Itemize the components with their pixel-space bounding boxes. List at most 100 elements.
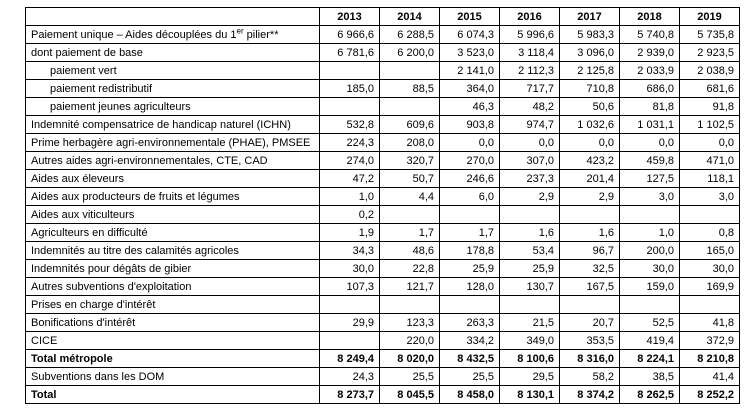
row-label: Autres aides agri-environnementales, CTE…: [25, 151, 320, 170]
table-row: Aides aux producteurs de fruits et légum…: [25, 187, 740, 206]
table-row: paiement redistributif 185,0 88,5 364,0 717,…: [25, 79, 740, 98]
value-cell: 270,0: [439, 151, 500, 170]
value-cell: 710,8: [559, 79, 620, 98]
value-cell: 609,6: [379, 115, 440, 134]
row-label: Indemnité compensatrice de handicap natu…: [25, 115, 320, 134]
value-cell: 237,3: [499, 169, 560, 188]
value-cell: 8 316,0: [559, 349, 620, 368]
value-cell: 118,1: [679, 169, 740, 188]
value-cell: 20,7: [559, 313, 620, 332]
value-cell: 130,7: [499, 277, 560, 296]
value-cell: 246,6: [439, 169, 500, 188]
value-cell: 686,0: [619, 79, 680, 98]
table-body: Paiement unique – Aides découplées du 1e…: [25, 25, 740, 404]
value-cell: [679, 295, 740, 314]
value-cell: 4,4: [379, 187, 440, 206]
value-cell: [379, 205, 440, 224]
value-cell: 48,2: [499, 97, 560, 116]
value-cell: 1,6: [559, 223, 620, 242]
subsidies-table: 2013 2014 2015 2016 2017 2018 2019 Paiement un…: [25, 7, 740, 404]
value-cell: 47,2: [319, 169, 380, 188]
value-cell: 50,6: [559, 97, 620, 116]
value-cell: 2 141,0: [439, 61, 500, 80]
value-cell: 5 996,6: [499, 25, 560, 44]
value-cell: 200,0: [619, 241, 680, 260]
value-cell: 0,0: [499, 133, 560, 152]
value-cell: 208,0: [379, 133, 440, 152]
value-cell: 6 781,6: [319, 43, 380, 62]
value-cell: [379, 295, 440, 314]
value-cell: 532,8: [319, 115, 380, 134]
value-cell: 364,0: [439, 79, 500, 98]
value-cell: 6,0: [439, 187, 500, 206]
value-cell: 307,0: [499, 151, 560, 170]
value-cell: 6 288,5: [379, 25, 440, 44]
table-row: Indemnités au titre des calamités agrico…: [25, 241, 740, 260]
value-cell: 1,0: [319, 187, 380, 206]
table-row: paiement jeunes agriculteurs 46,3 48,2 50,6…: [25, 97, 740, 116]
value-cell: [439, 205, 500, 224]
row-label: Subventions dans les DOM: [25, 367, 320, 386]
value-cell: 2 125,8: [559, 61, 620, 80]
value-cell: [679, 205, 740, 224]
value-cell: 681,6: [679, 79, 740, 98]
value-cell: 29,5: [499, 367, 560, 386]
value-cell: 1,7: [379, 223, 440, 242]
value-cell: 25,9: [499, 259, 560, 278]
table-row: paiement vert 2 141,0 2 112,3 2 125,8 2 033,…: [25, 61, 740, 80]
value-cell: 5 735,8: [679, 25, 740, 44]
value-cell: 159,0: [619, 277, 680, 296]
row-label: Autres subventions d'exploitation: [25, 277, 320, 296]
value-cell: 8 045,5: [379, 385, 440, 404]
value-cell: [559, 205, 620, 224]
value-cell: 81,8: [619, 97, 680, 116]
table-row: Aides aux éleveurs 47,2 50,7 246,6 237,3 201,…: [25, 169, 740, 188]
value-cell: 41,4: [679, 367, 740, 386]
value-cell: 21,5: [499, 313, 560, 332]
value-cell: 48,6: [379, 241, 440, 260]
value-cell: 903,8: [439, 115, 500, 134]
value-cell: 0,0: [679, 133, 740, 152]
table-row: Paiement unique – Aides découplées du 1e…: [25, 25, 740, 44]
value-cell: 8 262,5: [619, 385, 680, 404]
value-cell: 6 074,3: [439, 25, 500, 44]
value-cell: 263,3: [439, 313, 500, 332]
value-cell: 459,8: [619, 151, 680, 170]
year-header: 2017: [559, 7, 620, 26]
value-cell: 1,6: [499, 223, 560, 242]
value-cell: 220,0: [379, 331, 440, 350]
table-row: Total métropole 8 249,4 8 020,0 8 432,5 8 10…: [25, 349, 740, 368]
value-cell: 46,3: [439, 97, 500, 116]
value-cell: 167,5: [559, 277, 620, 296]
value-cell: 224,3: [319, 133, 380, 152]
row-label: Prises en charge d'intérêt: [25, 295, 320, 314]
value-cell: 3,0: [619, 187, 680, 206]
year-header: 2016: [499, 7, 560, 26]
value-cell: 25,9: [439, 259, 500, 278]
value-cell: [499, 295, 560, 314]
value-cell: 178,8: [439, 241, 500, 260]
value-cell: 25,5: [379, 367, 440, 386]
value-cell: 8 210,8: [679, 349, 740, 368]
value-cell: [499, 205, 560, 224]
value-cell: [319, 331, 380, 350]
value-cell: 349,0: [499, 331, 560, 350]
value-cell: 30,0: [619, 259, 680, 278]
value-cell: 30,0: [679, 259, 740, 278]
value-cell: 128,0: [439, 277, 500, 296]
year-header: 2014: [379, 7, 440, 26]
row-label: Aides aux producteurs de fruits et légum…: [25, 187, 320, 206]
year-header: 2015: [439, 7, 500, 26]
value-cell: [559, 295, 620, 314]
value-cell: 185,0: [319, 79, 380, 98]
value-cell: 169,9: [679, 277, 740, 296]
value-cell: 123,3: [379, 313, 440, 332]
row-label: Total métropole: [25, 349, 320, 368]
value-cell: 6 966,6: [319, 25, 380, 44]
value-cell: 8 249,4: [319, 349, 380, 368]
corner-cell: [25, 7, 320, 26]
value-cell: 165,0: [679, 241, 740, 260]
table-row: Autres aides agri-environnementales, CTE…: [25, 151, 740, 170]
value-cell: 717,7: [499, 79, 560, 98]
